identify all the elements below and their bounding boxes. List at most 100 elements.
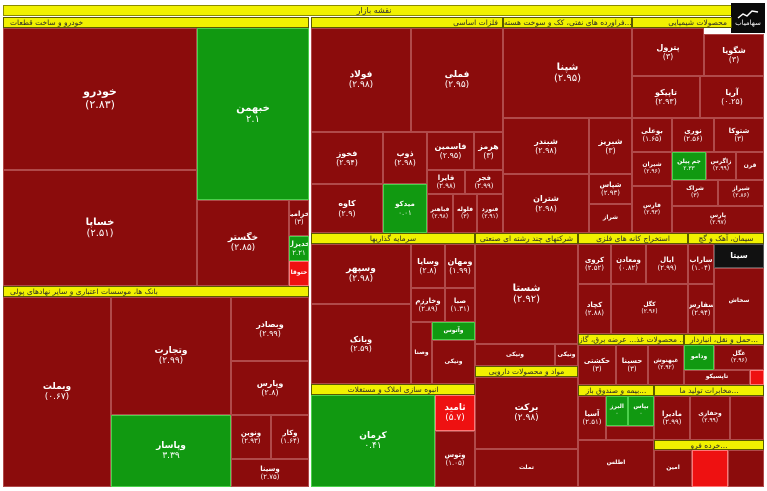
tile-hasina[interactable]: حسینا (۳) bbox=[616, 345, 648, 385]
section-metals[interactable]: فلزات اساسی bbox=[311, 17, 503, 28]
section-banks[interactable]: بانک ها، موسسات اعتباری و سایر نهادهای پ… bbox=[3, 286, 309, 297]
tile-shetran[interactable]: شتران (۲.۹۸) bbox=[503, 174, 589, 233]
tile-shepna[interactable]: شپنا (۲.۹۵) bbox=[503, 28, 632, 118]
tile-vpars[interactable]: وپارس (۲.۸) bbox=[231, 361, 309, 415]
tile-vbemellat[interactable]: وبملت (۰.۶۷) bbox=[3, 297, 111, 487]
section-real-estate[interactable]: انبوه سازی املاک و مستغلات bbox=[311, 384, 475, 395]
section-auto[interactable]: خودرو و ساخت قطعات bbox=[3, 17, 309, 28]
tile-fasmin[interactable]: فاسمین (۲.۹۵) bbox=[427, 132, 474, 170]
tile-asia[interactable]: آسیا (۲.۵۱) bbox=[578, 396, 606, 440]
tile-shegooya[interactable]: شگویا (۳) bbox=[704, 34, 764, 76]
tile-vtoos[interactable]: وتوس (۱.۰۵) bbox=[435, 431, 475, 487]
section-oil[interactable]: فراورده های نفتی، کک و سوخت هسته... bbox=[503, 17, 632, 28]
tile-vnikee[interactable]: ونیکی bbox=[555, 344, 578, 366]
tile-sherak[interactable]: شراک (۳) bbox=[672, 180, 718, 206]
tile-vkar[interactable]: وکار (۱.۶۴) bbox=[271, 415, 309, 459]
tile-vnovin[interactable]: ونوین (۲.۹۳) bbox=[231, 415, 271, 459]
tile-madira[interactable]: مادیرا (۲.۹۹) bbox=[654, 396, 690, 440]
tile-khbahman[interactable]: خبهمن ۲.۱ bbox=[197, 28, 309, 200]
tile-barkat[interactable]: برکت (۲.۹۸) bbox=[475, 377, 578, 449]
tile-shebandar[interactable]: شبندر (۲.۹۸) bbox=[503, 118, 589, 174]
tile-zob[interactable]: ذوب (۲.۹۸) bbox=[383, 132, 427, 184]
tile-amin[interactable]: امین bbox=[654, 450, 692, 487]
tile-pharma-small[interactable]: تملت bbox=[475, 449, 578, 487]
tile-vbesader[interactable]: وبصادر (۲.۹۹) bbox=[231, 297, 309, 361]
tile-pars[interactable]: پارس (۲.۹۷) bbox=[672, 206, 764, 233]
tile-vmaaden[interactable]: ومعادن (۰.۸۲) bbox=[611, 244, 646, 284]
tile-shiran[interactable]: شیران (۲.۹۶) bbox=[632, 152, 672, 186]
tile-red-small[interactable] bbox=[750, 370, 764, 385]
section-mining[interactable]: استخراج کانه های فلزی bbox=[578, 233, 688, 244]
tile-noori[interactable]: نوری (۲.۵۶) bbox=[672, 118, 714, 152]
section-pharma[interactable]: مواد و محصولات دارویی bbox=[475, 366, 578, 377]
tile-ayal[interactable]: ایال (۲.۹۹) bbox=[646, 244, 688, 284]
tile-khgostar[interactable]: خگستر (۲.۸۵) bbox=[197, 200, 289, 286]
tile-khtooqa[interactable]: ختوقا bbox=[289, 261, 309, 286]
tile-shebriz[interactable]: شبریز (۳) bbox=[589, 118, 632, 174]
section-food[interactable]: محصولات غذ... عرضه برق، گاز ... bbox=[578, 334, 684, 345]
tile-zagros[interactable]: زاگرس (۲.۹۹) bbox=[706, 152, 736, 180]
tile-jampilen[interactable]: جم پیلن ۲.۳۳ bbox=[672, 152, 706, 180]
tile-kgol[interactable]: کگل (۲.۹۶) bbox=[611, 284, 688, 334]
tile-saba[interactable]: صبا (۱.۳۱) bbox=[445, 288, 475, 322]
tile-red-b[interactable] bbox=[692, 450, 728, 487]
section-utilities[interactable]: حمل و نقل، انباردار... bbox=[684, 334, 764, 345]
tile-midco[interactable]: میدکو ۰.۰۱ bbox=[383, 184, 427, 233]
section-funds[interactable]: بیمه و صندوق باز... bbox=[578, 385, 654, 396]
tile-folooleh[interactable]: فلوله (۳) bbox=[453, 194, 477, 233]
tile-ghbehnoosh[interactable]: غبهنوش (۲.۹۲) bbox=[648, 345, 684, 385]
tile-khodro[interactable]: خودرو (۲.۸۳) bbox=[3, 28, 197, 170]
tile-sfars[interactable]: سفارس (۲.۹۴) bbox=[688, 284, 714, 334]
tile-petrol[interactable]: پترول (۳) bbox=[632, 28, 704, 76]
tile-vhafari[interactable]: وحفاری (۲.۹۹) bbox=[690, 396, 730, 440]
tile-ghgol[interactable]: غگل (۲.۹۶) bbox=[714, 345, 764, 370]
tile-kachad[interactable]: کچاد (۲.۸۸) bbox=[578, 284, 611, 334]
tile-fayra[interactable]: فایرا (۲.۹۸) bbox=[427, 170, 465, 194]
tile-sakhash[interactable]: سخاش bbox=[714, 268, 764, 334]
tile-fars[interactable]: فارس (۲.۹۳) bbox=[632, 186, 672, 233]
tile-vsaya[interactable]: وسایا (۲.۸) bbox=[411, 244, 445, 288]
tile-hakeshti[interactable]: حکشتی (۳) bbox=[578, 345, 616, 385]
tile-kaveh[interactable]: کاوه (۲.۹) bbox=[311, 184, 383, 233]
tile-krooy[interactable]: کروی (۲.۵۲) bbox=[578, 244, 611, 284]
tile-sita[interactable]: سیتا bbox=[714, 244, 764, 268]
tile-boali[interactable]: بوعلی (۱.۶۵) bbox=[632, 118, 672, 152]
section-retail[interactable]: خرده فرو... bbox=[654, 440, 764, 450]
tile-fameli[interactable]: فملی (۲.۹۵) bbox=[411, 28, 503, 132]
tile-gharn[interactable]: قرن bbox=[736, 152, 764, 180]
tile-multi-small[interactable]: ونیکی bbox=[475, 344, 555, 366]
tile-kerman[interactable]: کرمان ۰.۴۱ bbox=[311, 395, 435, 487]
tile-tapico[interactable]: تاپیکو (۲.۹۳) bbox=[632, 76, 700, 118]
tile-vsina[interactable]: وسینا (۲.۷۵) bbox=[231, 459, 309, 487]
tile-shasta[interactable]: شستا (۲.۹۲) bbox=[475, 244, 578, 344]
tile-vkharazm[interactable]: وخارزم (۲.۸۹) bbox=[411, 288, 445, 322]
tile-vsana[interactable]: وصنا bbox=[411, 322, 432, 384]
tile-fajr[interactable]: فجر (۲.۹۹) bbox=[465, 170, 503, 194]
tile-funds-small[interactable] bbox=[606, 426, 654, 440]
tile-other-b[interactable] bbox=[728, 450, 764, 487]
tile-vdamoo[interactable]: ودامو bbox=[684, 345, 714, 370]
tile-vpasar[interactable]: وپاسار ۳.۳۹ bbox=[111, 415, 231, 487]
section-electric[interactable]: مخابرات تولید ما... bbox=[654, 385, 764, 396]
tile-foolad[interactable]: فولاد (۲.۹۸) bbox=[311, 28, 411, 132]
tile-hormoz[interactable]: هرمز (۳) bbox=[474, 132, 503, 170]
tile-vatoos[interactable]: وآتوس bbox=[432, 322, 475, 340]
tile-tapsico[interactable]: تاپسیکو bbox=[684, 370, 750, 385]
tile-khzamia[interactable]: خزامیا (۳) bbox=[289, 200, 309, 236]
section-chemicals[interactable]: محصولات شیمیایی bbox=[632, 17, 732, 28]
tile-other-a[interactable] bbox=[730, 396, 764, 440]
tile-tamelat[interactable]: اطلس bbox=[578, 440, 654, 487]
tile-khdizel[interactable]: خدیزل ۲.۲۱ bbox=[289, 236, 309, 261]
tile-vsepehr[interactable]: وسپهر (۲.۹۸) bbox=[311, 244, 411, 304]
section-investment[interactable]: سرمایه گذاریها bbox=[311, 233, 475, 244]
tile-sheraz[interactable]: شراز bbox=[589, 204, 632, 233]
tile-khsapa[interactable]: خساپا (۲.۵۱) bbox=[3, 170, 197, 286]
tile-fakhooz[interactable]: فخوز (۲.۹۴) bbox=[311, 132, 383, 184]
tile-aria[interactable]: آریا (۰.۲۵) bbox=[700, 76, 764, 118]
tile-vbank[interactable]: وبانک (۲.۵۹) bbox=[311, 304, 411, 384]
tile-bepas[interactable]: بپاس ۰ bbox=[628, 396, 654, 426]
section-cement[interactable]: سیمان، آهک و گچ bbox=[688, 233, 764, 244]
tile-thamid[interactable]: ثامید (۵.۷) bbox=[435, 395, 475, 431]
tile-fanoord[interactable]: فنورد (۲.۹۱) bbox=[477, 194, 503, 233]
tile-fbahonar[interactable]: فباهنر (۲.۹۸) bbox=[427, 194, 453, 233]
